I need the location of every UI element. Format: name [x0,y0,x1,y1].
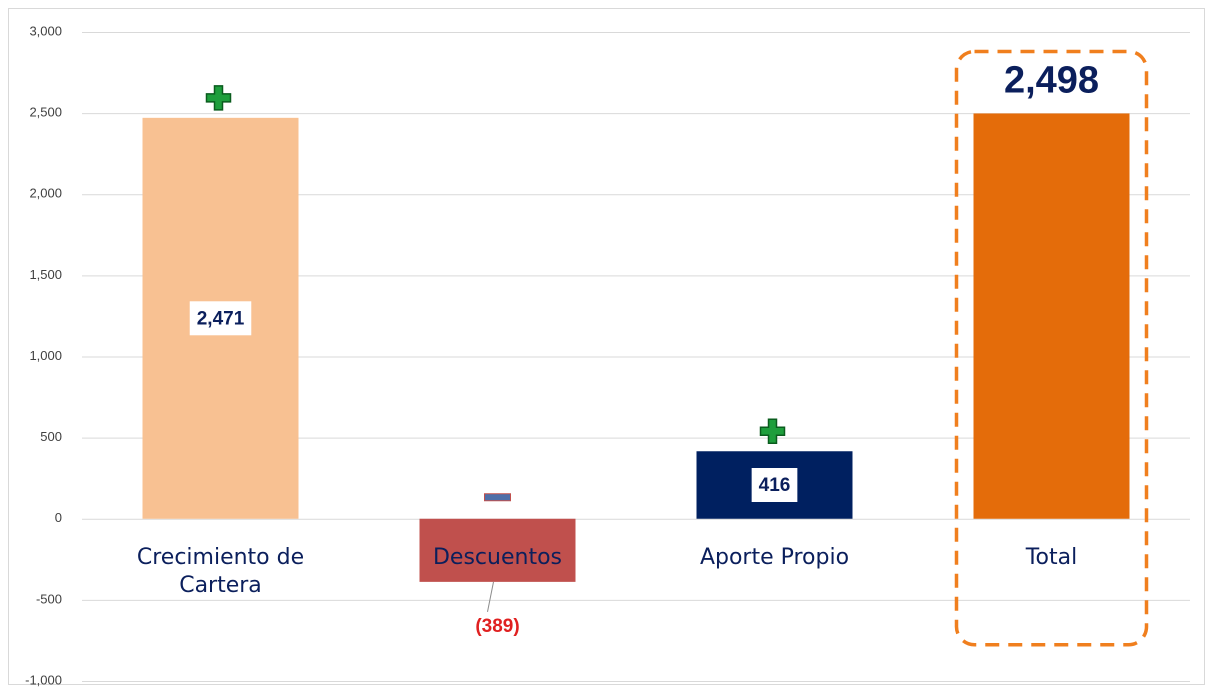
label-box [189,301,252,336]
x-tick-label: Total [1025,544,1078,570]
y-tick-label: 0 [55,510,62,525]
y-tick-label: 2,000 [29,186,62,201]
x-tick-label: Aporte Propio [699,544,850,570]
y-tick-label: -500 [36,591,62,606]
value-label: 2,471 [197,308,245,329]
y-tick-label: 1,000 [29,348,62,363]
x-tick-label: Crecimiento de Cartera [136,544,305,598]
bar [419,518,576,582]
label-box [751,468,798,503]
x-tick-label: Descuentos [432,544,562,570]
y-tick-label: 2,500 [29,105,62,120]
y-tick-label: 1,500 [29,267,62,282]
y-tick-label: -1,000 [25,672,62,687]
value-label: (389) [475,616,519,637]
highlight-box [954,49,1149,647]
y-tick-label: 3,000 [29,23,62,38]
leader-line [487,581,494,612]
value-label: 2,498 [1004,59,1099,101]
minus-icon [484,493,511,502]
bar [973,113,1130,519]
plus-icon [205,85,232,111]
chart-border [8,8,1205,685]
y-tick-label: 500 [40,429,62,444]
value-label: 416 [759,475,791,496]
plus-icon [759,418,786,445]
